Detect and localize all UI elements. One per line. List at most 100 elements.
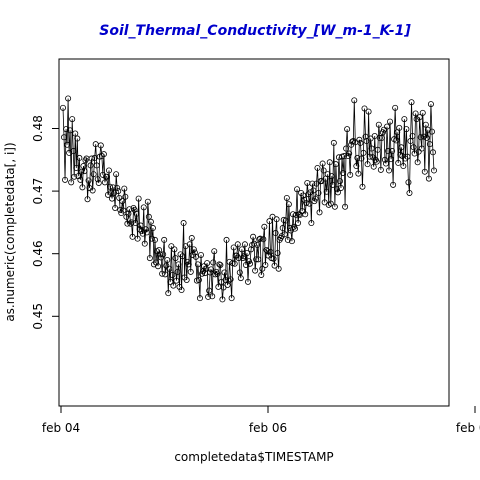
data-point: [170, 282, 177, 289]
data-point: [278, 233, 285, 240]
data-point: [254, 241, 261, 248]
data-point: [358, 155, 365, 162]
data-point: [361, 105, 368, 112]
data-point: [320, 167, 327, 174]
data-point: [262, 261, 269, 268]
y-axis: 0.45 0.46 0.47 0.48: [31, 115, 60, 382]
data-point: [110, 184, 117, 191]
data-point: [97, 142, 104, 149]
data-point: [281, 231, 288, 238]
plot-area: [60, 95, 437, 303]
data-point: [330, 139, 337, 146]
data-point: [377, 166, 384, 173]
data-point: [343, 145, 350, 152]
data-point: [210, 259, 217, 266]
data-point: [306, 200, 313, 207]
data-point: [354, 154, 361, 161]
data-point: [395, 159, 402, 166]
data-point: [121, 185, 128, 192]
data-point: [211, 248, 218, 255]
data-point: [244, 278, 251, 285]
data-point: [308, 220, 315, 227]
data-point: [136, 226, 143, 233]
data-point: [294, 186, 301, 193]
data-point: [242, 261, 249, 268]
data-point: [94, 176, 101, 183]
data-point: [309, 180, 316, 187]
data-point: [221, 269, 228, 276]
data-point: [179, 253, 186, 260]
data-point: [156, 246, 163, 253]
data-point: [326, 159, 333, 166]
data-point: [261, 223, 268, 230]
data-point: [310, 187, 317, 194]
data-point: [428, 128, 435, 135]
data-point: [260, 236, 267, 243]
data-point: [90, 171, 97, 178]
data-point: [63, 126, 70, 133]
data-point: [365, 108, 372, 115]
chart-title: Soil_Thermal_Conductivity_[W_m-1_K-1]: [99, 23, 411, 39]
data-point: [346, 150, 353, 157]
plot-frame: [58, 58, 450, 407]
y-axis-ticks: 0.45 0.46 0.47 0.48: [31, 115, 59, 330]
data-point: [373, 158, 380, 165]
data-point: [307, 189, 314, 196]
data-point: [74, 135, 81, 142]
data-point: [180, 220, 187, 227]
data-point: [389, 148, 396, 155]
data-point: [98, 153, 105, 160]
data-point: [293, 211, 300, 218]
data-point: [174, 268, 181, 275]
data-point: [132, 220, 139, 227]
data-point: [162, 271, 169, 278]
data-point: [393, 137, 400, 144]
data-point: [151, 236, 158, 243]
y-tick-label: 0.46: [31, 240, 45, 267]
data-point: [117, 206, 124, 213]
data-point: [375, 121, 382, 128]
data-point: [329, 181, 336, 188]
data-point: [159, 270, 166, 277]
data-point: [196, 295, 203, 302]
data-point: [64, 141, 71, 148]
data-point: [272, 230, 279, 237]
data-point: [112, 204, 119, 211]
data-point: [282, 217, 289, 224]
data-point: [403, 126, 410, 133]
data-point: [416, 114, 423, 121]
data-point: [93, 162, 100, 169]
data-point: [353, 163, 360, 170]
data-point: [332, 161, 339, 168]
data-point: [100, 151, 107, 158]
data-point: [301, 196, 308, 203]
data-point: [279, 225, 286, 232]
data-point: [333, 186, 340, 193]
data-point: [247, 260, 254, 267]
data-point: [398, 144, 405, 151]
data-point: [359, 183, 366, 190]
data-point: [216, 261, 223, 268]
data-point: [409, 133, 416, 140]
data-point: [426, 141, 433, 148]
data-point: [401, 116, 408, 123]
data-point: [253, 256, 260, 263]
data-point: [415, 148, 422, 155]
data-point: [273, 216, 280, 223]
data-point: [251, 240, 258, 247]
data-point: [129, 233, 136, 240]
data-point: [241, 241, 248, 248]
data-point: [328, 173, 335, 180]
data-point: [217, 261, 224, 268]
data-point: [105, 167, 112, 174]
data-point: [289, 211, 296, 218]
data-point: [334, 189, 341, 196]
data-point: [252, 267, 259, 274]
data-point: [392, 104, 399, 111]
data-point: [331, 203, 338, 210]
data-point: [144, 198, 151, 205]
data-point: [255, 256, 262, 263]
data-point: [405, 179, 412, 186]
data-point: [235, 255, 242, 262]
